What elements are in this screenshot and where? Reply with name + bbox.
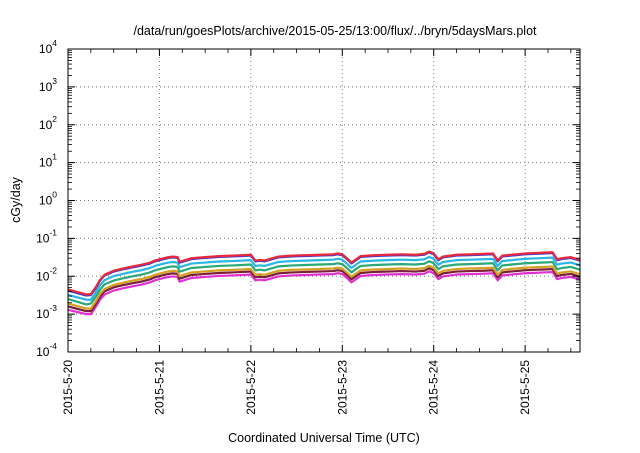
- series-layer: [67, 250, 581, 316]
- y-tick-label: 101: [39, 152, 57, 170]
- y-tick-exponent: -4: [49, 341, 57, 351]
- label-layer: 10410310210110010-110-210-310-42015-5-20…: [36, 38, 532, 415]
- y-tick-base: 10: [36, 231, 50, 245]
- x-tick-label: 2015-5-22: [244, 360, 258, 415]
- series-line-5: [67, 264, 581, 310]
- y-tick-exponent: 2: [52, 114, 57, 124]
- y-tick-base: 10: [39, 118, 53, 132]
- x-axis-label: Coordinated Universal Time (UTC): [228, 431, 420, 445]
- y-tick-base: 10: [39, 80, 53, 94]
- y-tick-label: 103: [39, 76, 57, 94]
- y-tick-base: 10: [36, 345, 50, 359]
- series-line-6: [67, 267, 581, 313]
- tick-layer: [67, 48, 580, 353]
- y-tick-label: 100: [39, 190, 57, 208]
- y-tick-base: 10: [36, 269, 50, 283]
- series-line-3: [67, 255, 581, 301]
- y-tick-exponent: -3: [49, 303, 57, 313]
- x-tick-label: 2015-5-20: [61, 360, 75, 415]
- y-tick-label: 10-3: [36, 303, 57, 321]
- y-tick-label: 102: [39, 114, 57, 132]
- y-tick-label: 10-2: [36, 265, 57, 283]
- y-tick-base: 10: [39, 194, 53, 208]
- y-tick-exponent: -1: [49, 227, 57, 237]
- x-tick-label: 2015-5-23: [335, 360, 349, 415]
- y-tick-exponent: -2: [49, 265, 57, 275]
- y-axis-label: cGy/day: [9, 176, 23, 223]
- y-tick-label: 10-4: [36, 341, 57, 359]
- series-line-4: [67, 260, 581, 306]
- x-tick-label: 2015-5-21: [152, 360, 166, 415]
- series-line-1: [67, 250, 581, 296]
- y-tick-label: 104: [39, 38, 57, 56]
- y-tick-label: 10-1: [36, 227, 57, 245]
- y-tick-exponent: 0: [52, 190, 57, 200]
- y-tick-base: 10: [39, 156, 53, 170]
- grid-layer: [68, 49, 580, 352]
- y-tick-base: 10: [36, 307, 50, 321]
- y-tick-base: 10: [39, 42, 53, 56]
- plot-title: /data/run/goesPlots/archive/2015-05-25/1…: [133, 24, 537, 38]
- x-tick-label: 2015-5-25: [518, 360, 532, 415]
- y-tick-exponent: 1: [52, 152, 57, 162]
- y-tick-exponent: 4: [52, 38, 57, 48]
- y-tick-exponent: 3: [52, 76, 57, 86]
- series-line-7: [67, 270, 581, 316]
- x-tick-label: 2015-5-24: [427, 360, 441, 415]
